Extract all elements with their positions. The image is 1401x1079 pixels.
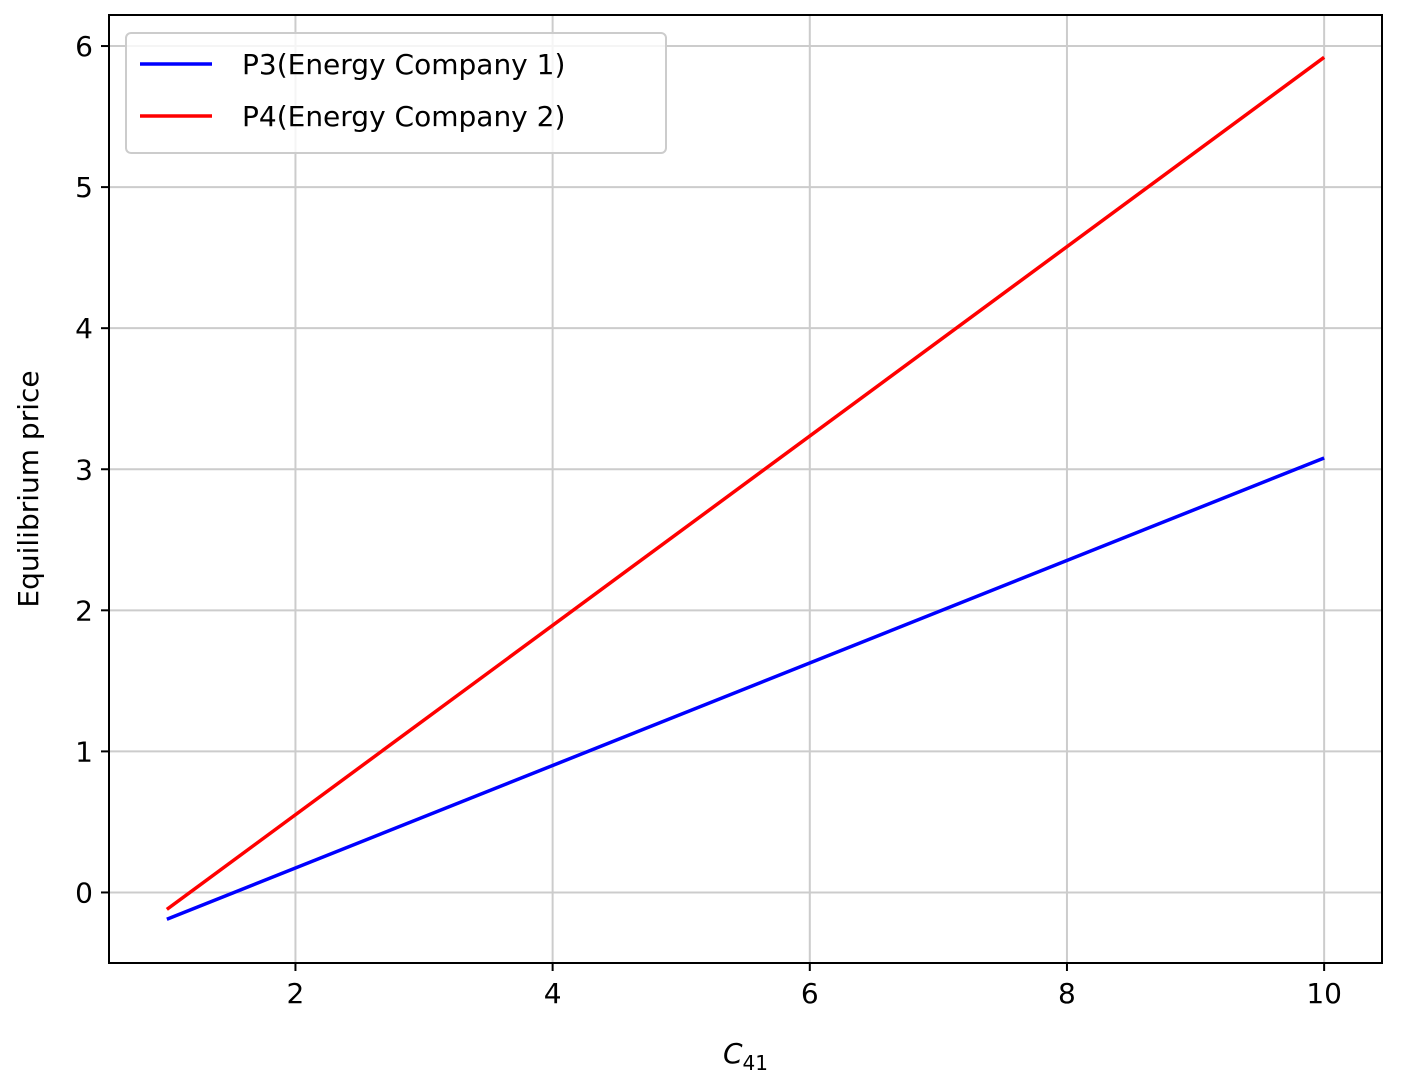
legend: P3(Energy Company 1) P4(Energy Company 2) bbox=[125, 32, 667, 154]
legend-label-2: P4(Energy Company 2) bbox=[242, 100, 565, 133]
y-tick-label: 5 bbox=[75, 171, 93, 204]
y-tick-label: 6 bbox=[75, 30, 93, 63]
x-tick-label: 10 bbox=[1306, 977, 1342, 1010]
x-tick-label: 4 bbox=[544, 977, 562, 1010]
y-tick-label: 4 bbox=[75, 312, 93, 345]
series-line-1 bbox=[166, 456, 1325, 921]
x-axis-ticks: 2 4 6 8 10 bbox=[287, 963, 1342, 1010]
x-axis-label-subscript: 41 bbox=[743, 1051, 768, 1075]
x-tick-label: 8 bbox=[1058, 977, 1076, 1010]
x-tick-label: 2 bbox=[287, 977, 305, 1010]
series-group bbox=[165, 55, 1326, 921]
series-line-2 bbox=[165, 55, 1326, 911]
y-tick-label: 1 bbox=[75, 735, 93, 768]
y-tick-label: 0 bbox=[75, 876, 93, 909]
y-axis-ticks: 0 1 2 3 4 5 6 bbox=[75, 30, 109, 909]
plot-frame bbox=[108, 14, 1383, 964]
legend-label-1: P3(Energy Company 1) bbox=[242, 48, 565, 81]
x-axis-label: C41 bbox=[723, 1037, 768, 1075]
x-tick-label: 6 bbox=[801, 977, 819, 1010]
y-tick-label: 3 bbox=[75, 453, 93, 486]
legend-box bbox=[125, 32, 667, 154]
y-axis-label: Equilibrium price bbox=[12, 370, 45, 607]
x-axis-label-base: C bbox=[723, 1037, 743, 1070]
y-tick-label: 2 bbox=[75, 594, 93, 627]
